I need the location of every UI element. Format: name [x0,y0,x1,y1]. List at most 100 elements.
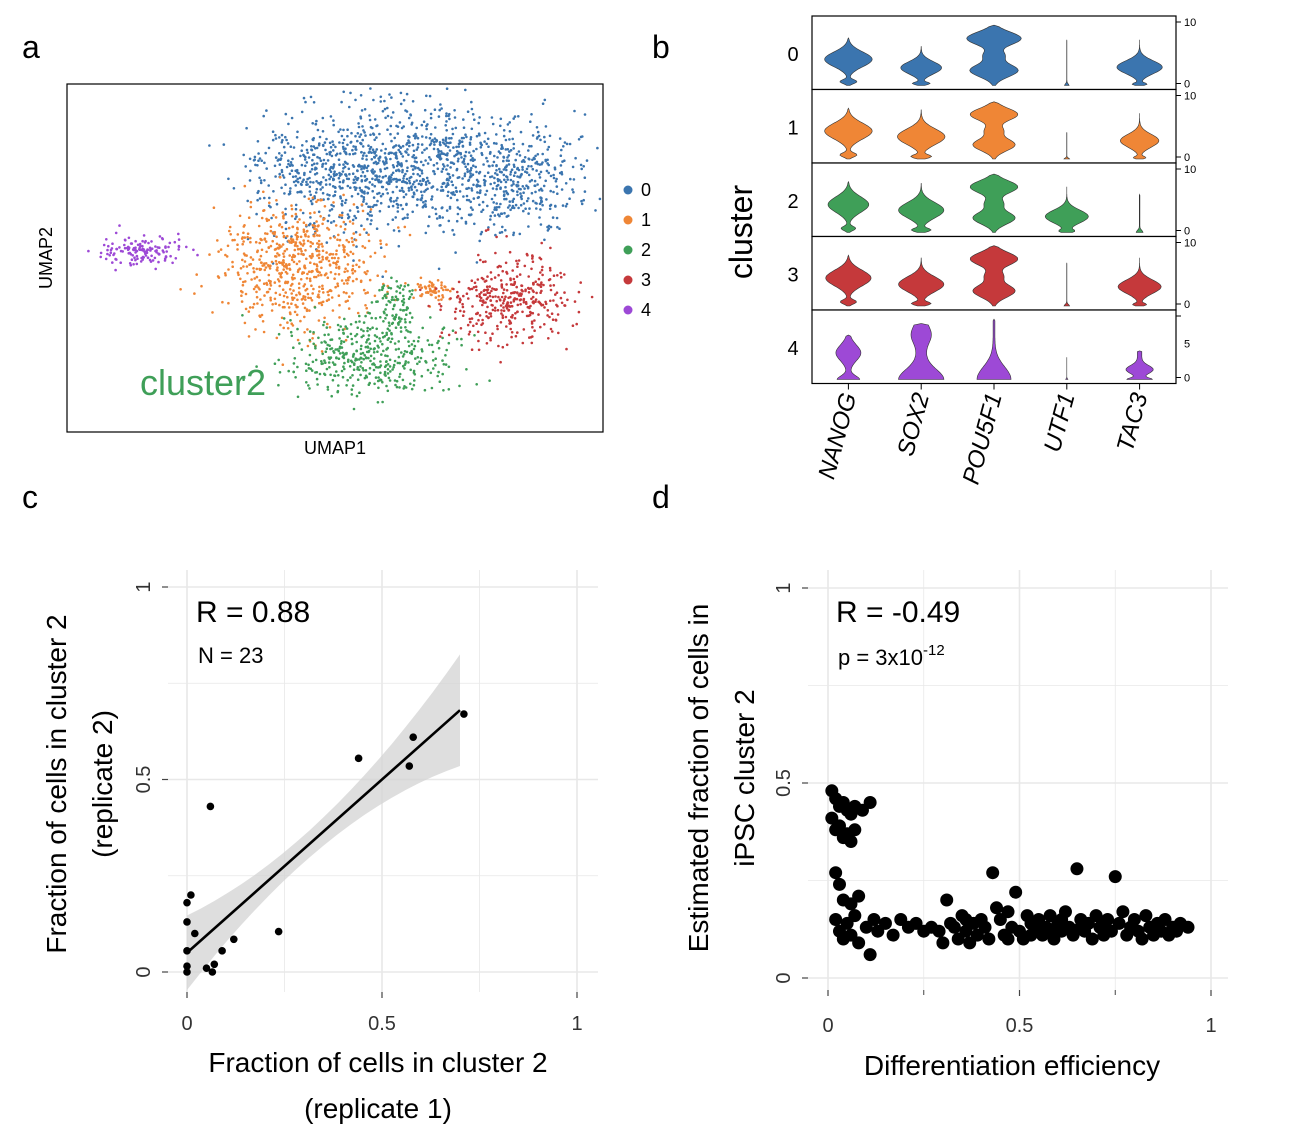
umap-point [255,275,259,279]
umap-point [469,154,473,157]
umap-point [535,202,538,205]
umap-point [349,376,352,379]
umap-point [301,244,305,247]
umap-point [420,194,424,197]
umap-point [454,331,458,334]
umap-point [307,296,310,300]
umap-point [414,288,417,292]
umap-point [548,315,551,319]
umap-point [336,348,339,351]
umap-point [361,154,365,157]
umap-point [312,181,315,184]
umap-point [437,346,441,350]
umap-point [248,157,252,161]
umap-point [512,147,515,150]
umap-point [553,166,557,169]
umap-point [389,132,392,136]
umap-point [380,149,383,152]
umap-point [327,214,331,217]
umap-point [475,294,479,298]
umap-point [464,133,467,136]
umap-point [275,199,278,202]
umap-point [332,204,335,208]
umap-point [443,165,446,168]
x-label-c-1: Fraction of cells in cluster 2 [208,1047,547,1078]
umap-point [428,94,432,98]
umap-point [290,292,294,295]
umap-point [454,126,458,130]
umap-point [504,190,508,193]
umap-point [434,287,438,290]
umap-point [351,374,354,377]
umap-point [263,294,266,297]
umap-point [531,199,535,203]
umap-point [559,296,563,300]
umap-point [284,291,288,294]
violin-TAC3-cluster-1 [1119,113,1160,160]
umap-point [114,231,118,235]
umap-point [288,164,292,167]
umap-point [515,184,519,188]
umap-point [398,286,402,290]
data-point [354,754,363,763]
umap-point [318,156,322,160]
umap-point [307,156,311,159]
umap-point [453,116,457,119]
umap-point [462,294,465,298]
umap-point [521,168,524,171]
umap-point [265,290,269,294]
umap-point [342,282,346,285]
umap-point [246,272,249,275]
umap-point [320,360,323,363]
umap-point [325,241,329,244]
umap-point [305,180,308,184]
data-point [1070,862,1084,876]
umap-point [356,326,360,330]
umap-point [463,174,467,178]
umap-point [508,322,512,325]
umap-point [392,146,395,149]
umap-point [496,265,500,269]
umap-point [308,330,312,333]
umap-point [381,296,385,300]
umap-point [461,183,464,186]
umap-point [372,351,376,354]
y-tick-label-d: 0 [773,972,795,983]
umap-point [424,188,428,192]
umap-point [256,302,259,305]
umap-point [539,138,542,142]
umap-point [493,181,496,185]
umap-point [350,342,354,346]
umap-point [281,243,285,246]
umap-point [339,225,343,228]
umap-point [354,98,357,102]
umap-point [296,226,299,230]
umap-point [531,295,535,299]
umap-point [328,326,332,329]
umap-point [579,281,582,284]
umap-point [269,296,272,300]
umap-point [441,167,445,171]
umap-point [300,149,304,152]
umap-point [360,142,363,146]
umap-point [362,261,366,264]
umap-point [352,407,356,411]
umap-point [259,179,263,182]
umap-point [547,163,550,167]
umap-point [317,245,320,249]
umap-point [406,166,409,169]
umap-point [393,315,397,319]
umap-point [299,190,303,193]
umap-point [444,285,447,289]
umap-point [302,153,305,157]
umap-point [434,126,437,129]
umap-point [354,334,357,338]
umap-point [425,94,428,98]
umap-point [409,382,412,386]
gene-label-NANOG: NANOG [813,390,862,482]
umap-point [246,235,249,239]
umap-point [541,303,545,307]
umap-point [127,236,131,240]
umap-point [453,310,457,314]
umap-point [580,202,584,206]
